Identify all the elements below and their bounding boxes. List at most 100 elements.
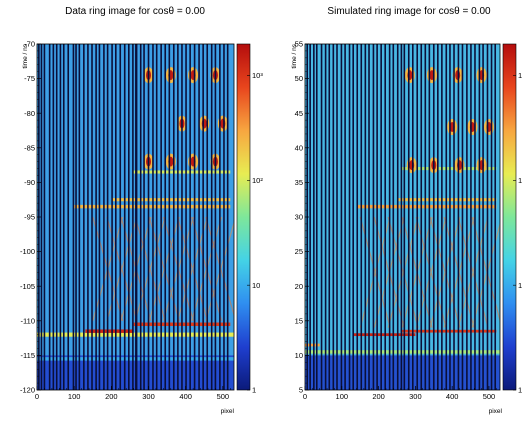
y-tick-label: -105 <box>20 282 35 291</box>
dead-pixel-column <box>482 44 484 390</box>
dead-pixel-column <box>202 44 204 390</box>
dead-pixel-column <box>115 44 117 390</box>
data-ring-image-panel: Data ring image for cosθ = 0.00 pixel ti… <box>20 6 263 415</box>
dead-pixel-column <box>177 44 179 390</box>
dead-pixel-column <box>156 44 158 390</box>
dead-pixel-column <box>181 44 183 390</box>
intensity-band <box>353 333 416 336</box>
dead-pixel-column <box>494 44 496 390</box>
x-tick-label: 0 <box>303 392 307 401</box>
dead-pixel-column <box>60 44 62 390</box>
dead-pixel-column <box>152 44 154 390</box>
dead-pixel-column <box>453 44 455 390</box>
dead-pixel-column <box>148 44 150 390</box>
colorbar-tick-label: 1 <box>518 386 522 395</box>
dead-pixel-column <box>313 44 315 390</box>
colorbar <box>503 44 516 390</box>
dead-pixel-column <box>103 44 105 390</box>
dead-pixel-column <box>445 44 447 390</box>
x-tick-label: 400 <box>446 392 459 401</box>
data-panel-title: Data ring image for cosθ = 0.00 <box>65 6 205 17</box>
dead-pixel-column <box>63 44 65 390</box>
dead-pixel-column <box>356 44 358 390</box>
dead-pixel-column <box>215 44 217 390</box>
x-tick-label: 400 <box>179 392 192 401</box>
dead-pixel-column <box>384 44 386 390</box>
dead-pixel-column <box>420 44 422 390</box>
dead-pixel-column <box>466 44 468 390</box>
colorbar-tick-label: 1 <box>518 176 522 185</box>
y-tick-label: 25 <box>295 247 303 256</box>
x-tick-label: 500 <box>217 392 230 401</box>
dead-pixel-column <box>333 44 335 390</box>
y-tick-label: 5 <box>299 386 303 395</box>
y-tick-label: 10 <box>295 351 303 360</box>
y-tick-label: -95 <box>24 213 35 222</box>
y-tick-label: -75 <box>24 74 35 83</box>
dead-pixel-column <box>189 44 191 390</box>
dead-pixel-column <box>111 44 113 390</box>
dead-pixel-column <box>95 44 97 390</box>
dead-pixel-column <box>491 44 493 390</box>
intensity-band <box>401 330 497 333</box>
dead-pixel-column <box>462 44 464 390</box>
dead-pixel-column <box>91 44 93 390</box>
dead-pixel-column <box>219 44 221 390</box>
dead-pixel-column <box>368 44 370 390</box>
colorbar-tick-label: 1 <box>518 281 522 290</box>
colorbar-tick-label: 10² <box>252 176 263 185</box>
dead-pixel-column <box>169 44 171 390</box>
dead-pixel-column <box>124 44 126 390</box>
dead-pixel-column <box>341 44 343 390</box>
dead-pixel-column <box>194 44 196 390</box>
dead-pixel-column <box>404 44 406 390</box>
dead-pixel-column <box>360 44 362 390</box>
dead-pixel-column <box>380 44 382 390</box>
colorbar-tick-label: 10³ <box>252 71 263 80</box>
y-tick-label: -115 <box>21 351 35 360</box>
dead-pixel-column <box>56 44 58 390</box>
y-tick-label: -80 <box>24 109 35 118</box>
heatmap-area <box>37 44 236 390</box>
dead-pixel-column <box>44 44 46 390</box>
dead-pixel-column <box>328 44 330 390</box>
dead-pixel-column <box>53 44 55 390</box>
dead-pixel-column <box>223 44 225 390</box>
dead-pixel-column <box>401 44 403 390</box>
dead-pixel-column <box>107 44 109 390</box>
dead-pixel-column <box>433 44 435 390</box>
x-tick-label: 200 <box>105 392 118 401</box>
dead-pixel-column <box>119 44 121 390</box>
dead-pixel-column <box>73 44 75 390</box>
dead-pixel-column <box>344 44 346 390</box>
dead-pixel-column <box>474 44 476 390</box>
dead-pixel-column <box>87 44 89 390</box>
x-tick-label: 200 <box>372 392 385 401</box>
y-tick-label: -120 <box>20 386 35 395</box>
dead-pixel-column <box>140 44 142 390</box>
dead-pixel-column <box>83 44 85 390</box>
dead-pixel-column <box>49 44 51 390</box>
dead-pixel-column <box>325 44 327 390</box>
colorbar <box>237 44 250 390</box>
dead-pixel-column <box>173 44 175 390</box>
y-tick-label: -100 <box>20 247 35 256</box>
dead-pixel-column <box>425 44 427 390</box>
simulated-x-axis-label: pixel <box>489 408 503 415</box>
dead-pixel-column <box>79 44 81 390</box>
dead-pixel-column <box>397 44 399 390</box>
colorbar-tick-label: 10 <box>252 281 260 290</box>
dead-pixel-column <box>75 44 77 390</box>
dead-pixel-column <box>412 44 414 390</box>
y-tick-label: 40 <box>295 143 303 152</box>
dead-pixel-column <box>487 44 489 390</box>
dead-pixel-column <box>227 44 229 390</box>
x-tick-label: 500 <box>483 392 496 401</box>
dead-pixel-column <box>376 44 378 390</box>
y-tick-label: -110 <box>21 316 35 325</box>
dead-pixel-column <box>441 44 443 390</box>
x-tick-label: 100 <box>68 392 81 401</box>
x-tick-label: 100 <box>336 392 349 401</box>
y-tick-label: 15 <box>295 316 303 325</box>
